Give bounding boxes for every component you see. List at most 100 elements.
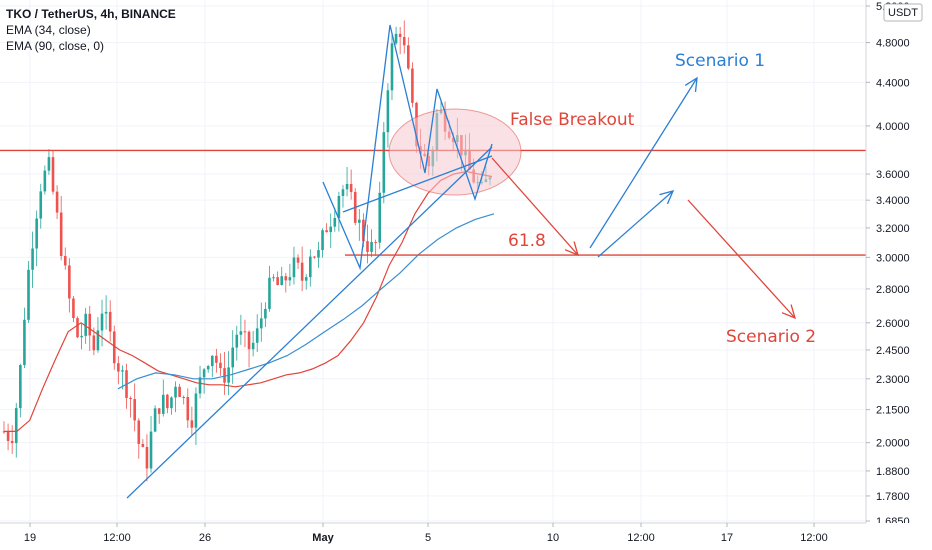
candle-body — [288, 277, 292, 281]
y-tick-label: 4.4000 — [876, 77, 910, 89]
y-tick-label: 1.7800 — [876, 491, 910, 503]
candle-body — [63, 256, 67, 266]
candle-body — [329, 226, 333, 233]
candle-body — [317, 250, 320, 258]
candle-body — [161, 394, 165, 414]
candle-body — [206, 366, 210, 370]
candle-body — [394, 33, 398, 44]
candle-body — [59, 212, 63, 257]
scenario-1-arrow-head — [684, 76, 698, 92]
candle-body — [47, 157, 51, 171]
x-tick-label: 17 — [721, 532, 733, 544]
candle-body — [112, 331, 116, 364]
y-tick-label: 3.6000 — [876, 169, 910, 181]
candle-body — [23, 319, 26, 366]
x-tick-label: May — [312, 532, 334, 544]
candle-body — [174, 386, 177, 398]
candle-body — [382, 132, 386, 193]
scenario-1-label: Scenario 1 — [675, 51, 765, 71]
candle-body — [153, 408, 157, 432]
drawings[interactable]: False Breakout 61.8 Scenario 1 Scenario 2 — [126, 24, 816, 499]
candle-body — [333, 218, 337, 227]
candle-body — [341, 189, 345, 197]
candle-body — [235, 334, 239, 348]
candle-body — [259, 318, 263, 329]
candle-body — [80, 335, 83, 338]
candle-body — [92, 335, 96, 351]
candle-body — [219, 362, 222, 369]
candle-body — [231, 347, 235, 368]
candle-body — [68, 265, 71, 299]
red-arrow-fib — [491, 157, 579, 256]
x-tick-label: 19 — [24, 532, 36, 544]
candle-body — [55, 191, 59, 213]
candle-body — [349, 183, 353, 193]
red-arrow-head — [564, 241, 579, 257]
candle-body — [313, 256, 316, 258]
candle-body — [398, 33, 402, 38]
symbol-title: TKO / TetherUS, 4h, BINANCE — [6, 7, 176, 21]
candle-body — [251, 342, 255, 350]
y-tick-label: 2.3000 — [876, 374, 910, 386]
candle-body — [215, 355, 218, 363]
candle-body — [129, 397, 132, 400]
y-tick-label: 4.8000 — [876, 38, 910, 50]
candle-body — [264, 308, 267, 319]
candle-body — [35, 218, 38, 249]
candle-body — [296, 257, 300, 263]
candle-body — [84, 313, 87, 336]
candle-body — [51, 157, 55, 192]
price-axis-bg — [866, 0, 932, 550]
candle-body — [117, 363, 120, 372]
trendline-1 — [126, 146, 493, 499]
scenario-1-arrow-b-head — [659, 190, 675, 205]
candle-body — [182, 396, 185, 398]
candle-body — [325, 230, 328, 233]
candle-body — [223, 368, 226, 383]
scenario-1-arrow-b — [597, 190, 674, 258]
grid-lines — [0, 0, 866, 523]
candle-body — [14, 408, 18, 444]
candle-body — [300, 262, 304, 281]
x-tick-label: 10 — [547, 532, 559, 544]
candle-body — [149, 431, 153, 469]
candle-body — [157, 408, 161, 414]
false-breakout-label: False Breakout — [510, 110, 635, 130]
candle-body — [247, 331, 251, 350]
candle-body — [178, 386, 181, 397]
candle-body — [145, 446, 149, 469]
candle-body — [104, 311, 108, 314]
candle-body — [19, 365, 22, 409]
candle-body — [43, 170, 47, 192]
candle-body — [370, 242, 373, 252]
x-tick-label: 26 — [199, 532, 211, 544]
candle-body — [304, 277, 308, 281]
scenario-1-arrow — [589, 77, 698, 249]
candle-body — [378, 192, 382, 243]
price-axis[interactable]: 1.68501.78001.88002.00002.15002.30002.45… — [865, 0, 932, 550]
candle-body — [255, 328, 259, 343]
candle-body — [6, 431, 10, 441]
candle-body — [276, 277, 279, 285]
chart-legend: TKO / TetherUS, 4h, BINANCE EMA (34, clo… — [6, 6, 176, 54]
candle-body — [280, 276, 284, 285]
candle-body — [121, 370, 124, 372]
scenario-2-label: Scenario 2 — [726, 327, 816, 347]
time-axis[interactable]: 19 12:00 26 May 5 10 12:00 17 12:00 — [0, 522, 932, 550]
y-tick-label: 3.4000 — [876, 195, 910, 207]
candle-body — [407, 45, 410, 69]
currency-label[interactable]: USDT — [888, 7, 918, 19]
candle-body — [292, 257, 296, 278]
ema-90-line — [117, 213, 495, 390]
candle-body — [362, 219, 365, 242]
scenario-2-arrow — [687, 199, 796, 319]
currency-box — [883, 3, 923, 22]
candle-body — [210, 355, 214, 367]
candle-body — [141, 443, 145, 447]
candle-body — [386, 90, 390, 133]
candle-body — [239, 331, 243, 335]
candle-body — [411, 68, 414, 103]
fib-618-label: 61.8 — [508, 231, 546, 251]
candle-body — [243, 331, 247, 333]
